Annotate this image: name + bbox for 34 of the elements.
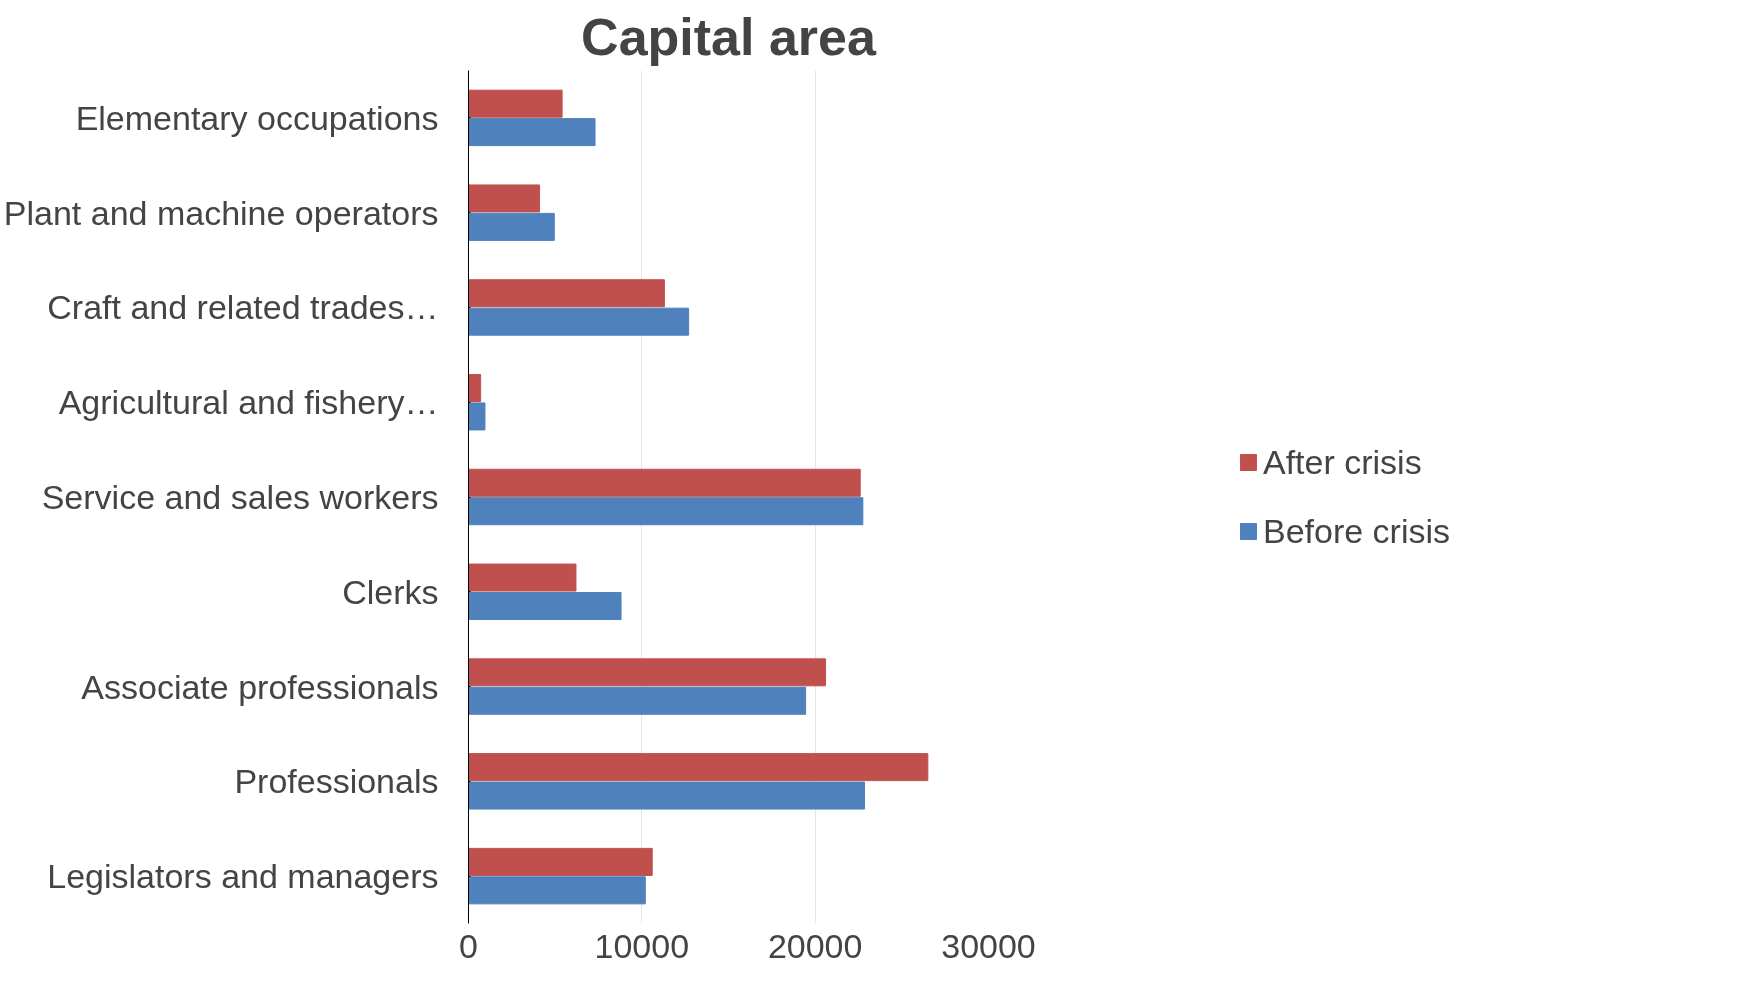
x-tick-label: 10000 [594, 926, 690, 965]
y-tick-label: Legislators and managers [47, 857, 439, 896]
bar [468, 876, 646, 905]
bar [468, 212, 555, 241]
x-tick-label: 30000 [941, 926, 1036, 965]
x-tick-label: 0 [459, 926, 478, 965]
bar [468, 402, 486, 431]
bar [468, 591, 622, 620]
y-tick-label: Craft and related trades… [47, 288, 439, 327]
bar [468, 468, 861, 497]
bar [468, 563, 577, 592]
y-tick-label: Professionals [234, 762, 439, 801]
bar [468, 279, 665, 308]
bar [468, 847, 653, 876]
bar [468, 89, 563, 118]
legend-label: After crisis [1262, 442, 1422, 482]
bar [468, 307, 690, 336]
y-tick-label: Service and sales workers [41, 478, 439, 516]
x-tick-label: 20000 [767, 926, 863, 965]
y-tick-label: Agricultural and fishery… [58, 383, 439, 422]
bar [468, 184, 541, 213]
chart-title: Capital area [581, 7, 877, 66]
bar [468, 753, 929, 782]
bar [468, 781, 866, 810]
y-tick-label: Clerks [342, 572, 439, 611]
y-tick-label: Elementary occupations [75, 98, 439, 137]
bar [468, 497, 864, 526]
bar [468, 686, 807, 715]
y-tick-label: Plant and machine operators [3, 193, 439, 232]
legend-label: Before crisis [1262, 511, 1451, 551]
bar [468, 118, 596, 147]
bar [468, 374, 482, 403]
y-tick-label: Associate professionals [81, 667, 439, 706]
bar [468, 658, 827, 687]
